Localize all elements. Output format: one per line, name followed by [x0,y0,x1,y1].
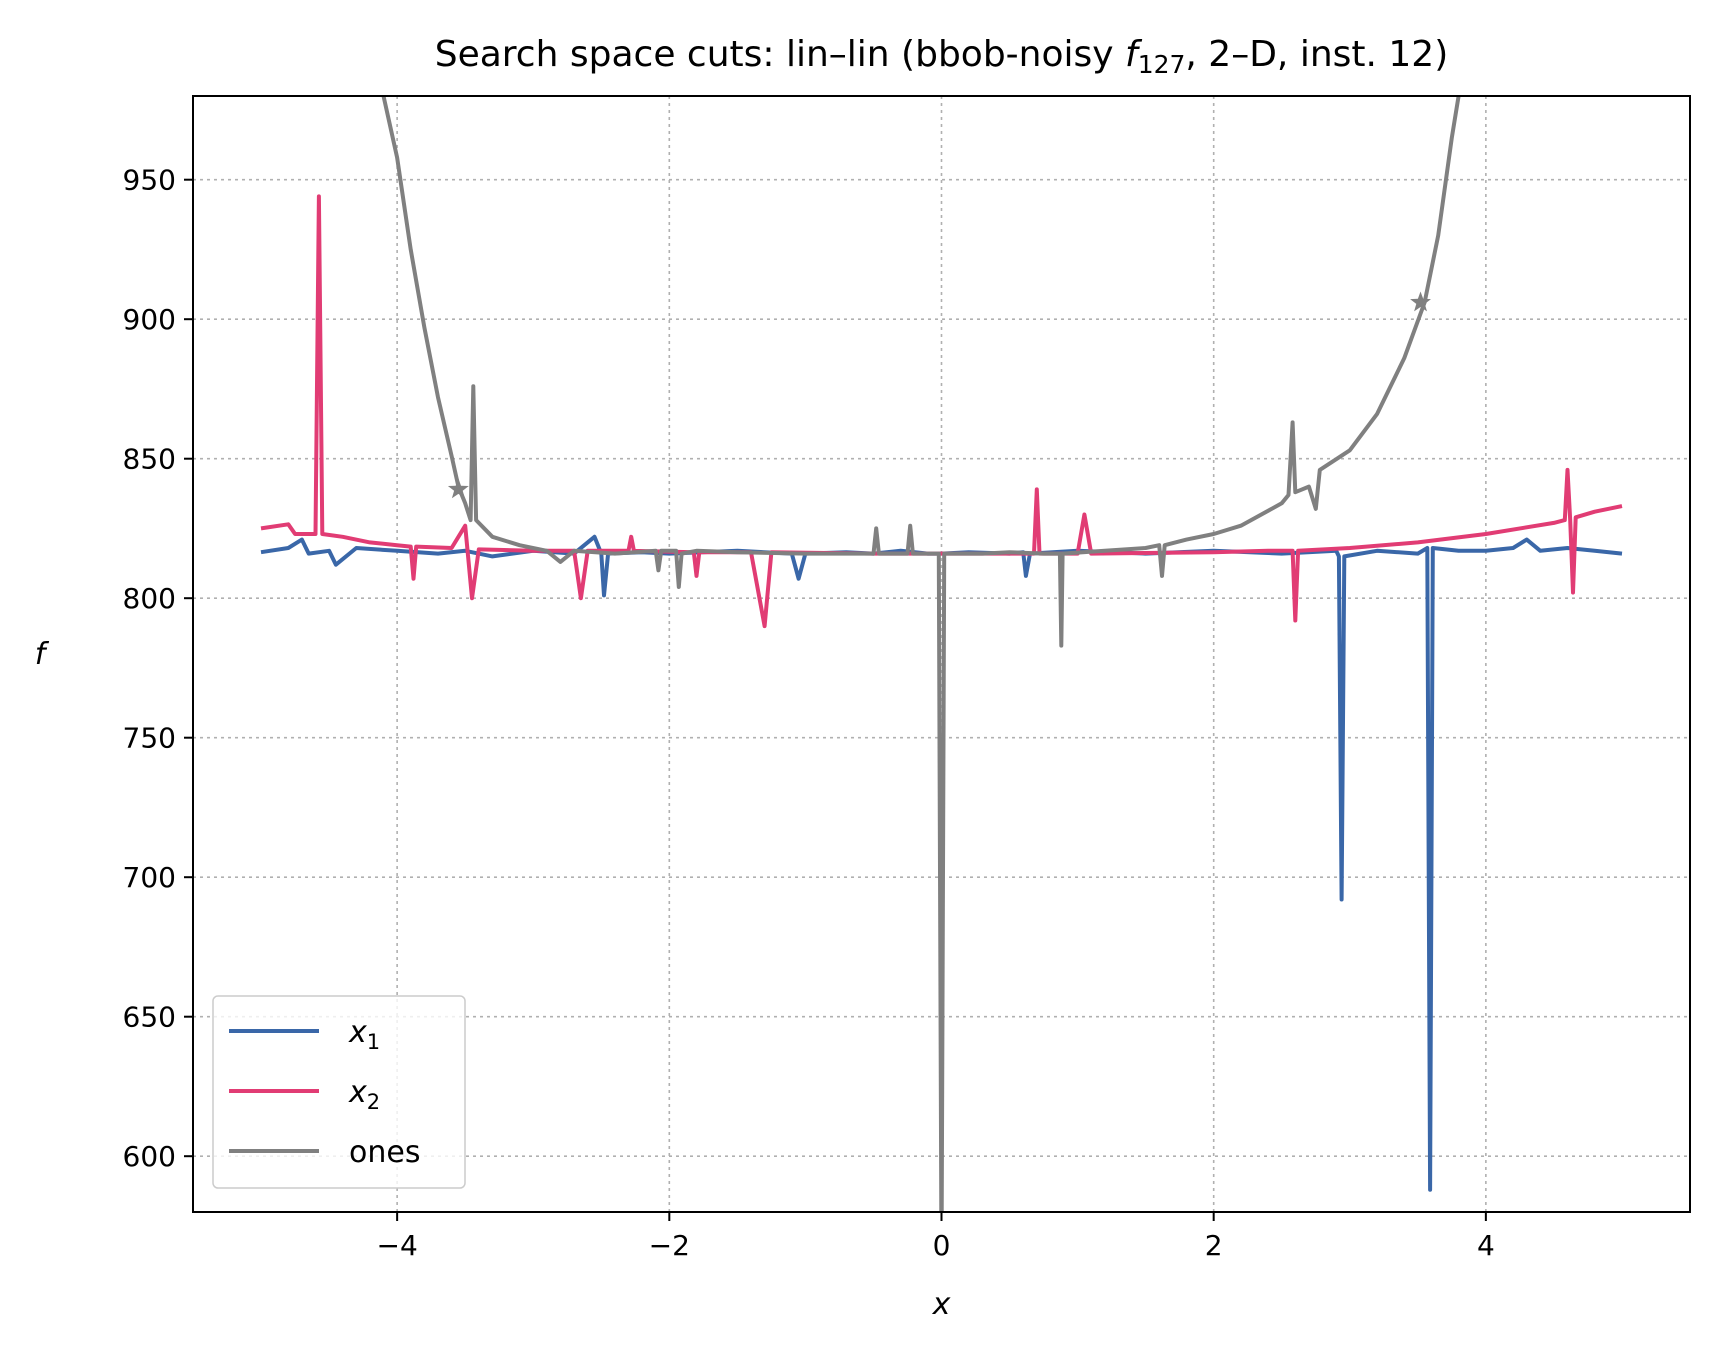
x-tick-label-0: −4 [376,1229,417,1262]
y-tick-label-7: 950 [123,164,176,197]
title-suffix: , 2–D, inst. 12) [1185,34,1448,75]
series-line-x2 [260,194,1623,629]
legend-entry-x1: x1 [229,1015,380,1054]
y-tick-label-5: 850 [123,443,176,476]
legend: x1 x2 ones [212,995,466,1189]
y-tick-label-4: 800 [123,582,176,615]
series-line-ones [381,96,1461,1212]
title-func-sub: 127 [1138,50,1186,79]
legend-name-x1: x [348,1015,367,1050]
star-marker-1 [1410,291,1431,312]
y-tick-label-3: 750 [123,722,176,755]
legend-entry-x2: x2 [229,1075,380,1114]
grid [193,96,1690,1212]
legend-sub-x1: 1 [367,1030,380,1054]
y-tick-label-0: 600 [123,1140,176,1173]
y-tick-label-2: 700 [123,861,176,894]
legend-label-ones: ones [349,1135,420,1170]
legend-name-x2: x [348,1075,367,1110]
y-tick-label-1: 650 [123,1001,176,1034]
x-axis-label: x [932,1287,951,1322]
x-tick-label-3: 2 [1205,1229,1223,1262]
axis-ticks: −4 −2 0 2 4 600 650 700 750 800 850 900 950 [123,164,1495,1262]
legend-sub-x2: 2 [367,1090,380,1114]
x-tick-label-2: 0 [933,1229,951,1262]
y-tick-label-6: 900 [123,303,176,336]
series-group [260,96,1623,1212]
legend-label-x2: x2 [348,1075,380,1114]
chart-title: Search space cuts: lin–lin (bbob-noisy f… [435,34,1449,79]
x-tick-label-4: 4 [1477,1229,1495,1262]
title-prefix: Search space cuts: lin–lin (bbob-noisy [435,34,1125,75]
x-tick-label-1: −2 [649,1229,690,1262]
legend-entry-ones: ones [229,1135,420,1170]
star-marker-0 [447,478,469,499]
legend-label-x1: x1 [348,1015,380,1054]
legend-box [212,995,466,1189]
